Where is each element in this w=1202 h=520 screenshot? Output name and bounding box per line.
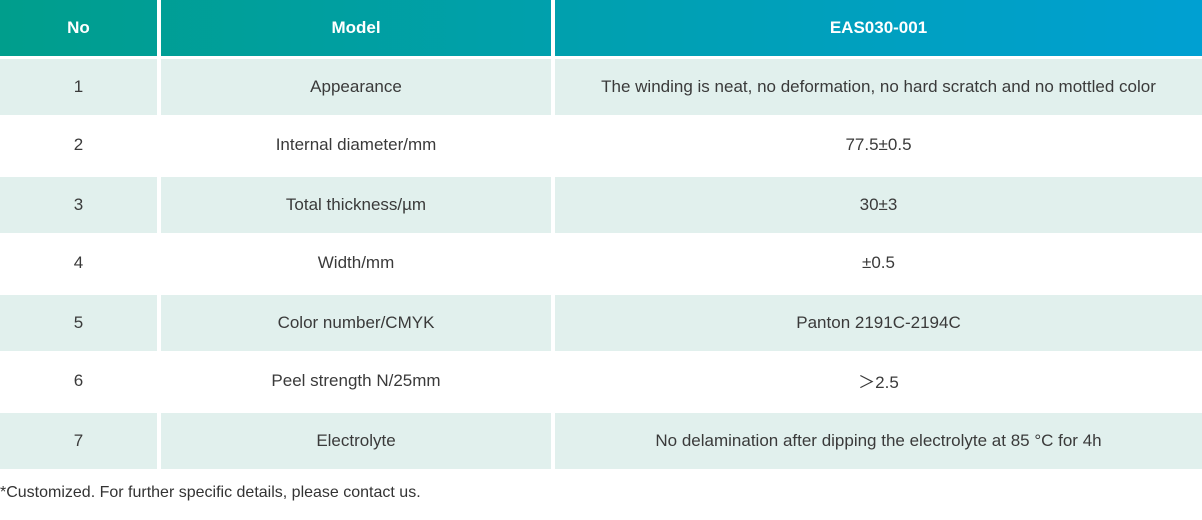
row-item: Color number/CMYK (161, 295, 551, 351)
row-value: 30±3 (555, 177, 1202, 233)
row-no: 2 (73, 134, 84, 154)
row-no: 1 (0, 59, 157, 115)
row-value: 77.5±0.5 (845, 134, 912, 154)
row-no: 6 (73, 370, 84, 390)
footnote: *Customized. For further specific detail… (0, 484, 421, 501)
table-header: No Model EAS030-001 (0, 0, 1202, 56)
header-no: No (67, 18, 90, 37)
row-value: The winding is neat, no deformation, no … (555, 59, 1202, 115)
row-no: 7 (0, 413, 157, 469)
row-value: ±0.5 (862, 252, 895, 272)
row-item: Electrolyte (161, 413, 551, 469)
table-row: 7 Electrolyte No delamination after dippin… (0, 410, 1202, 469)
row-no: 5 (0, 295, 157, 351)
row-item: Appearance (161, 59, 551, 115)
row-no: 4 (73, 252, 84, 272)
divider (157, 0, 161, 56)
row-value: ＞2.5 (858, 373, 899, 392)
row-value: No delamination after dipping the electr… (555, 413, 1202, 469)
row-item: Width/mm (317, 252, 395, 272)
row-value: Panton 2191C-2194C (555, 295, 1202, 351)
divider (551, 0, 555, 56)
table-row: 1 Appearance The winding is neat, no defor… (0, 56, 1202, 115)
table-row: 2 Internal diameter/mm 77.5±0.5 (0, 115, 1202, 174)
table-row: 5 Color number/CMYK Panton 2191C-2194C (0, 292, 1202, 351)
row-item: Internal diameter/mm (275, 134, 437, 154)
row-item: Total thickness/µm (161, 177, 551, 233)
table-row: 6 Peel strength N/25mm ＞2.5 (0, 351, 1202, 410)
table-row: 3 Total thickness/µm 30±3 (0, 174, 1202, 233)
row-item: Peel strength N/25mm (271, 370, 441, 390)
header-product: EAS030-001 (829, 18, 928, 37)
row-no: 3 (0, 177, 157, 233)
table-row: 4 Width/mm ±0.5 (0, 233, 1202, 292)
header-model: Model (331, 18, 381, 37)
